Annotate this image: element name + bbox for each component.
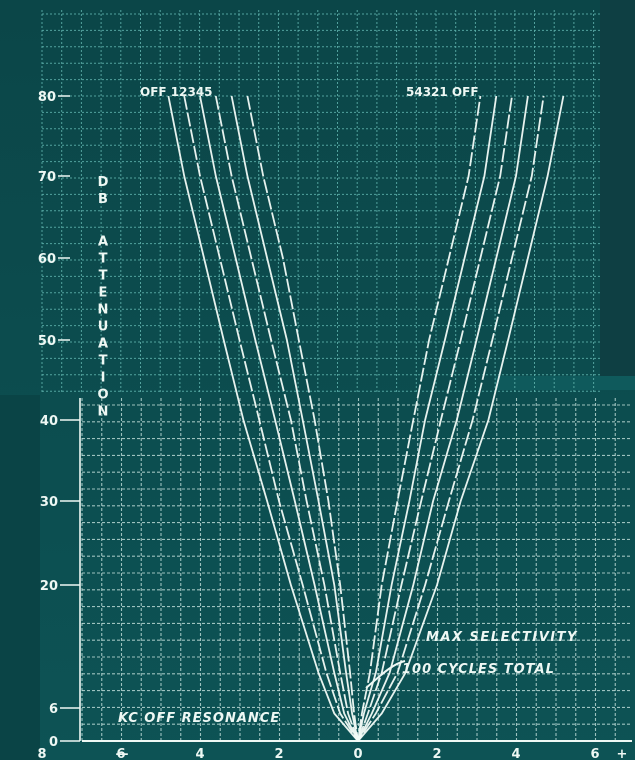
panel-seam [495,376,635,390]
y-tick-label: 70 [38,170,56,185]
x-axis-label: KC OFF RESONANCE [118,711,280,726]
x-tick-label: 0 [353,747,362,760]
y-tick-label: 60 [38,252,56,267]
y-tick-label: 20 [40,579,58,594]
x-tick-label: 4 [195,747,204,760]
annotation-max-selectivity: MAX SELECTIVITY [426,630,578,645]
y-tick-label: 0 [49,735,58,750]
x-tick-label: 2 [274,747,283,760]
response-curve-5 [246,95,482,742]
y-tick-labels: 0 6 20 30 40 50 60 70 80 [38,90,80,750]
y-tick-label: 80 [38,90,56,105]
annotation-leader-line [365,660,406,689]
x-tick-label: 6 [116,747,125,760]
annotation-100-cycles: 100 CYCLES TOTAL [402,662,555,677]
upper-right-panel [600,0,635,380]
y-tick-label: 30 [40,495,58,510]
x-tick-label: — [116,747,129,760]
curve-labels-left: OFF 12345 [140,85,213,99]
response-curves [167,95,565,742]
x-tick-label: 2 [432,747,441,760]
x-tick-labels: —864202468+ [37,747,628,760]
curve-labels-right: 54321 OFF [406,85,479,99]
grid-lines [41,10,632,742]
y-tick-label: 6 [49,702,58,717]
lower-left-panel [0,395,40,760]
x-tick-label: 8 [37,747,46,760]
y-tick-label: 50 [38,334,56,349]
response-curve-3 [214,95,513,742]
x-tick-label: 4 [511,747,520,760]
y-tick-label: 40 [40,414,58,429]
x-tick-label: 6 [590,747,599,760]
x-tick-label: + [617,747,628,760]
